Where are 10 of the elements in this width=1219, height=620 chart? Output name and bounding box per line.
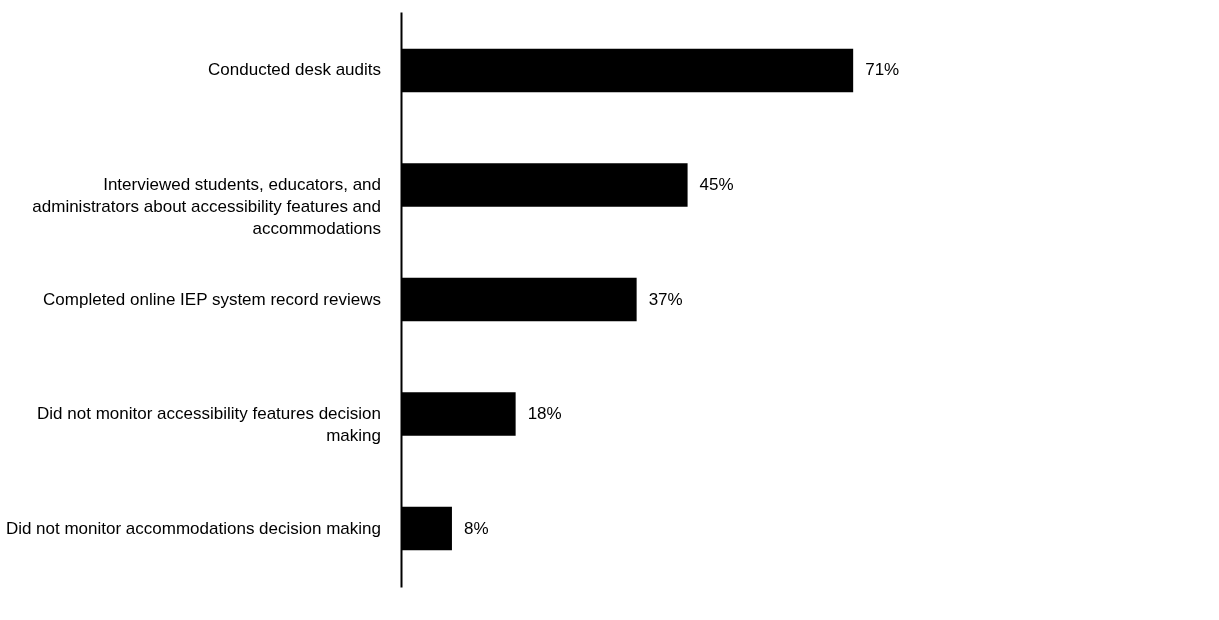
y-tick-label: Did not monitor accommodations decision making — [5, 518, 381, 538]
data-label: 18% — [527, 404, 562, 424]
data-label: 71% — [865, 60, 900, 80]
data-label: 37% — [648, 289, 683, 309]
y-tick-label: Completed online IEP system record reviews — [43, 289, 381, 309]
data-label: 8% — [463, 518, 489, 538]
y-tick-label: Interviewed students, educators, and administrators about accessibility features and accommodations — [32, 174, 381, 238]
y-tick-label: Did not monitor accessibility features decision making — [37, 404, 381, 446]
data-label: 45% — [699, 174, 734, 194]
y-tick-label: Conducted desk audits — [208, 60, 381, 80]
